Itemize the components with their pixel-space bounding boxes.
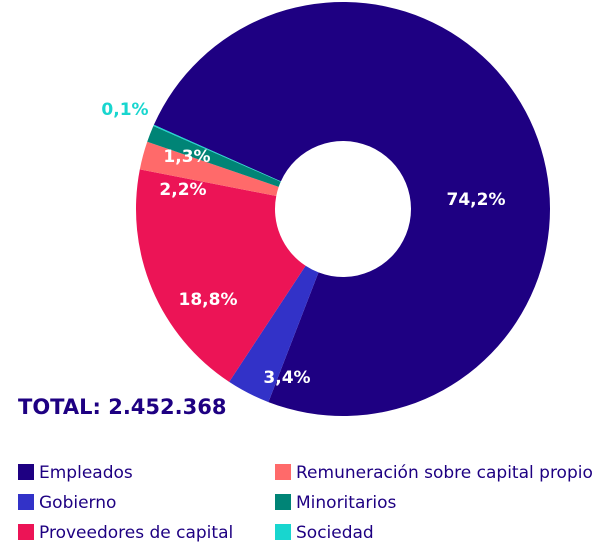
slice [229,265,319,403]
legend-label: Gobierno [39,493,116,513]
legend-swatch [275,524,291,540]
legend-label: Minoritarios [296,493,396,513]
legend-label: Sociedad [296,523,374,543]
slice [153,2,551,417]
legend-swatch [18,464,34,480]
value-label: 0,1% [101,100,148,120]
slice [147,125,281,187]
total: TOTAL: 2.452.368 [18,395,226,419]
legend-label: Empleados [39,463,133,483]
value-label: 3,4% [263,368,310,388]
value-label: 1,3% [163,147,210,167]
slice [153,124,281,182]
value-label: 18,8% [179,290,238,310]
legend-label: Remuneración sobre capital propio [296,463,593,483]
slice [135,169,306,382]
slice [139,141,279,196]
value-label: 2,2% [159,180,206,200]
legend-swatch [275,494,291,510]
value-label: 74,2% [447,190,506,210]
legend-swatch [275,464,291,480]
legend-swatch [18,524,34,540]
legend-label: Proveedores de capital [39,523,233,543]
legend-swatch [18,494,34,510]
